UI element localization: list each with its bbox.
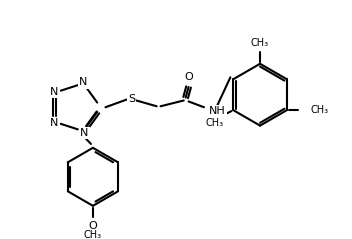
- Text: S: S: [128, 93, 135, 103]
- Text: CH₃: CH₃: [310, 105, 328, 115]
- Text: N: N: [50, 87, 58, 97]
- Text: NH: NH: [209, 106, 226, 116]
- Text: O: O: [89, 221, 97, 231]
- Text: N: N: [80, 128, 88, 138]
- Text: N: N: [79, 77, 87, 87]
- Text: CH₃: CH₃: [84, 230, 102, 239]
- Text: O: O: [184, 72, 193, 82]
- Text: CH₃: CH₃: [251, 38, 269, 49]
- Text: CH₃: CH₃: [206, 118, 224, 128]
- Text: N: N: [50, 118, 58, 128]
